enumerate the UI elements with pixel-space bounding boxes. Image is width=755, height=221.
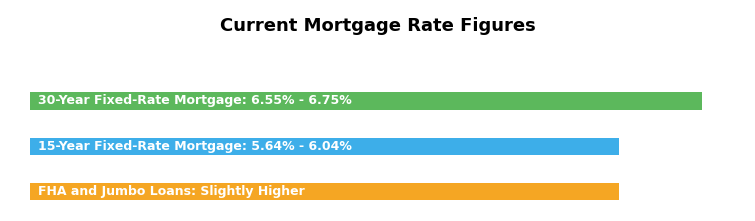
Text: 15-Year Fixed-Rate Mortgage: 5.64% - 6.04%: 15-Year Fixed-Rate Mortgage: 5.64% - 6.0… xyxy=(38,140,352,153)
Text: 30-Year Fixed-Rate Mortgage: 6.55% - 6.75%: 30-Year Fixed-Rate Mortgage: 6.55% - 6.7… xyxy=(38,95,352,107)
Text: FHA and Jumbo Loans: Slightly Higher: FHA and Jumbo Loans: Slightly Higher xyxy=(38,185,304,198)
Bar xyxy=(30,92,702,110)
Title: Current Mortgage Rate Figures: Current Mortgage Rate Figures xyxy=(220,17,535,35)
Bar xyxy=(30,183,619,200)
Bar xyxy=(30,138,619,155)
